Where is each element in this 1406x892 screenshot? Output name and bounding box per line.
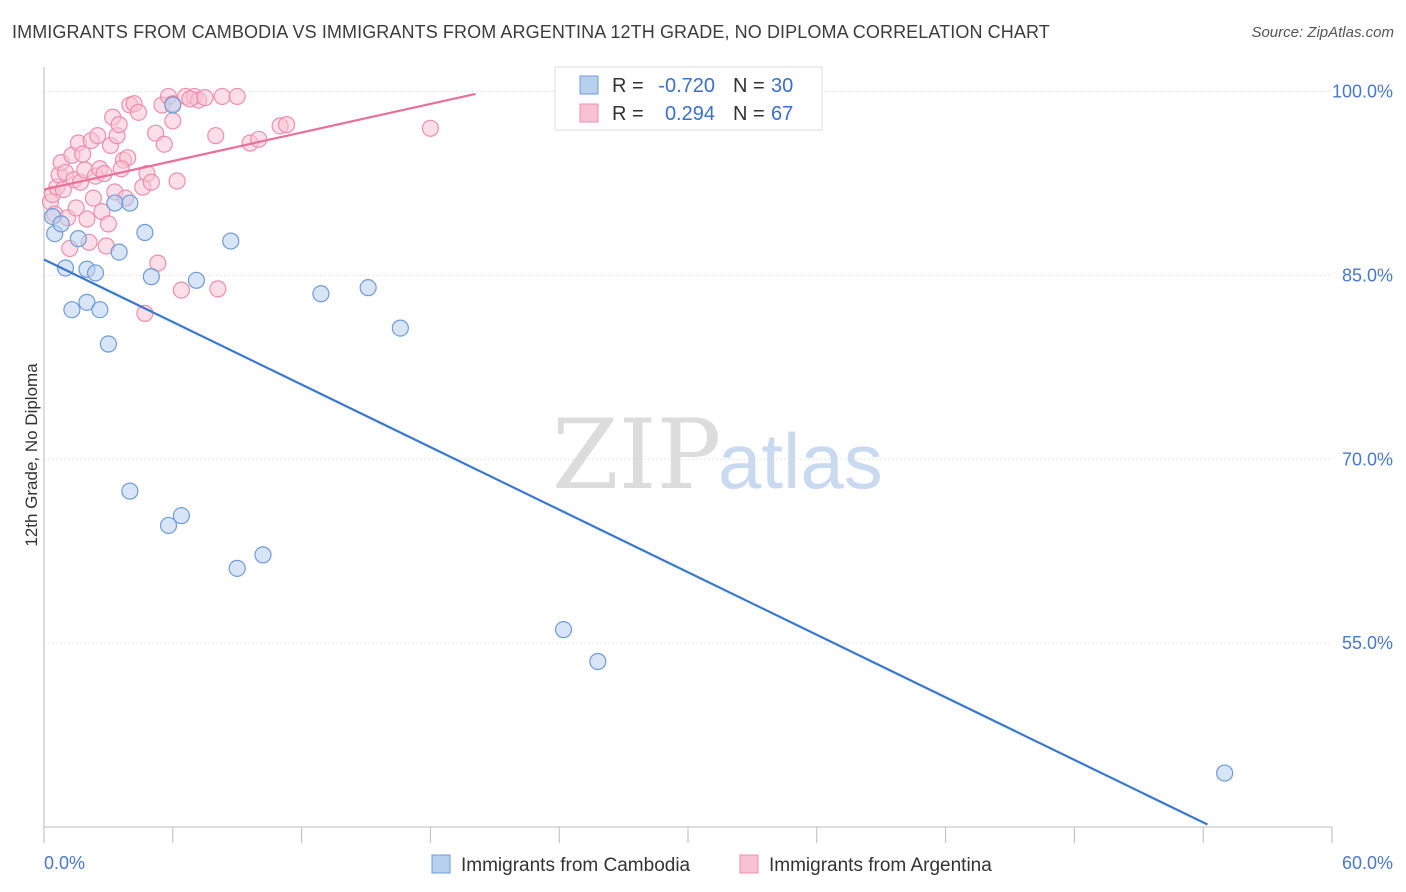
watermark-atlas: atlas [718, 417, 883, 505]
argentina-point [277, 116, 296, 134]
cambodia-point [121, 482, 139, 500]
argentina-point [196, 89, 214, 107]
cambodia-point [312, 285, 330, 303]
argentina-point [250, 130, 268, 148]
correlation-legend: R = -0.720 N = 30 R = 0.294 N = 67 [554, 66, 823, 131]
argentina-point [95, 165, 113, 183]
cambodia-point [106, 194, 124, 212]
argentina-point [129, 103, 148, 121]
cambodia-point [222, 232, 240, 250]
legend-swatch-cambodia [579, 75, 599, 95]
cambodia-point [172, 507, 190, 525]
argentina-point [213, 87, 231, 106]
cambodia-point [391, 319, 409, 337]
cambodia-point [228, 559, 246, 577]
series-argentina-points [41, 87, 439, 322]
argentina-point [99, 215, 118, 233]
y-axis-label: 12th Grade, No Diploma [22, 363, 41, 547]
argentina-point [172, 281, 190, 299]
cambodia-point [1216, 764, 1234, 782]
cambodia-point [142, 268, 160, 286]
argentina-point [78, 210, 96, 228]
argentina-point [168, 172, 186, 190]
bottom-legend-swatch-argentina [739, 854, 759, 874]
trend-line-cambodia [43, 258, 1208, 826]
cambodia-point [121, 194, 139, 212]
bottom-legend-label-cambodia: Immigrants from Cambodia [461, 855, 691, 876]
legend-n-value-cambodia: 30 [771, 75, 793, 97]
cambodia-point [78, 293, 96, 311]
cambodia-point [359, 279, 377, 297]
series-legend: Immigrants from Cambodia Immigrants from… [431, 854, 992, 876]
argentina-point [142, 173, 160, 191]
watermark: ZIP atlas [552, 399, 883, 511]
y-tick-label: 100.0% [1332, 82, 1393, 102]
argentina-point [207, 127, 225, 145]
source-label: Source: ZipAtlas.com [1251, 24, 1394, 41]
cambodia-point [69, 230, 87, 248]
argentina-point [209, 280, 227, 298]
cambodia-point [136, 223, 154, 242]
cambodia-point [554, 621, 573, 639]
watermark-zip: ZIP [552, 399, 721, 511]
trend-lines [43, 92, 1208, 826]
cambodia-point [63, 301, 81, 319]
cambodia-point [254, 546, 272, 564]
legend-r-label-argentina: R = [612, 103, 644, 125]
chart-title: IMMIGRANTS FROM CAMBODIA VS IMMIGRANTS F… [12, 22, 1050, 42]
cambodia-point [110, 243, 128, 261]
argentina-point [67, 199, 85, 217]
bottom-legend-swatch-cambodia [431, 854, 451, 874]
legend-r-value-cambodia: -0.720 [658, 75, 715, 97]
argentina-point [155, 135, 173, 153]
legend-n-label-cambodia: N = [733, 75, 765, 97]
legend-swatch-argentina [579, 103, 599, 123]
series-cambodia-points [43, 96, 1234, 782]
y-tick-label: 70.0% [1342, 449, 1393, 469]
argentina-point [421, 119, 439, 137]
cambodia-point [86, 264, 105, 282]
legend-r-label-cambodia: R = [612, 75, 644, 97]
cambodia-point [589, 652, 607, 671]
argentina-point [110, 116, 128, 134]
argentina-point [84, 189, 102, 207]
cambodia-point [91, 301, 109, 319]
y-tick-label: 85.0% [1342, 265, 1393, 285]
y-tick-label: 55.0% [1342, 633, 1393, 653]
argentina-point [181, 90, 199, 108]
legend-n-label-argentina: N = [733, 103, 765, 125]
argentina-point [164, 112, 182, 130]
x-ticks [43, 827, 1333, 843]
y-tick-labels: 55.0% 70.0% 85.0% 100.0% [1332, 82, 1393, 654]
bottom-legend-label-argentina: Immigrants from Argentina [769, 855, 992, 876]
trend-line-argentina [43, 92, 476, 191]
cambodia-point [99, 335, 118, 353]
legend-r-value-argentina: 0.294 [665, 103, 715, 125]
cambodia-point [52, 215, 70, 233]
x-tick-label-min: 0.0% [44, 853, 85, 873]
cambodia-point [187, 271, 206, 289]
argentina-point [89, 127, 107, 145]
argentina-point [228, 87, 246, 106]
legend-n-value-argentina: 67 [771, 103, 793, 125]
x-tick-label-max: 60.0% [1342, 853, 1393, 873]
cambodia-point [159, 516, 178, 535]
cambodia-point [164, 96, 182, 114]
